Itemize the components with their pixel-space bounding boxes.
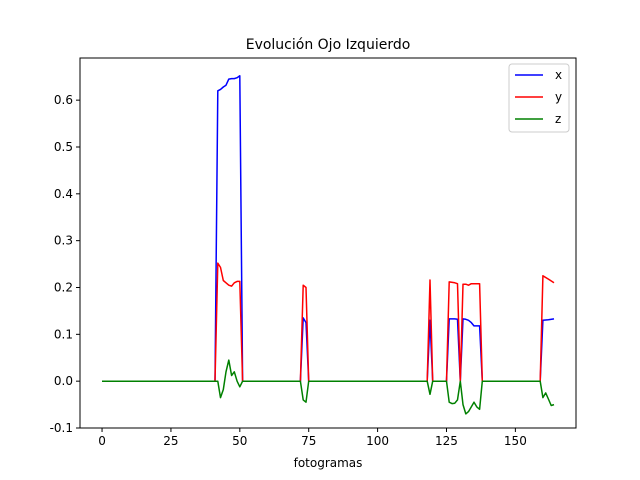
x-tick-label: 100 [366, 434, 389, 448]
x-tick-label: 150 [504, 434, 527, 448]
legend: xyz [508, 63, 570, 133]
y-axis: -0.1 0.0 0.1 0.2 0.3 0.4 0.5 0.6 [50, 93, 80, 435]
legend-box [508, 63, 570, 133]
y-tick-label: 0.1 [54, 327, 73, 341]
x-tick-label: 50 [232, 434, 247, 448]
y-tick-label: 0.5 [54, 140, 73, 154]
y-tick-label: 0.3 [54, 234, 73, 248]
x-tick-label: 25 [163, 434, 178, 448]
chart-title: Evolución Ojo Izquierdo [246, 37, 411, 53]
y-tick-label: 0.4 [54, 187, 73, 201]
x-axis: 0 25 50 75 100 125 150 [98, 428, 527, 448]
plot-area [79, 57, 577, 429]
series-line-z [102, 359, 555, 415]
y-tick-label: 0.2 [54, 280, 73, 294]
y-tick-label: 0.0 [54, 374, 73, 388]
series-layer [102, 75, 555, 415]
legend-label-x: x [555, 68, 562, 82]
x-tick-label: 125 [435, 434, 458, 448]
x-tick-label: 0 [98, 434, 106, 448]
x-axis-label: fotogramas [294, 456, 363, 470]
plot-frame [79, 57, 577, 429]
x-tick-label: 75 [301, 434, 316, 448]
legend-label-z: z [555, 112, 561, 126]
series-line-y [102, 262, 555, 382]
y-tick-label: 0.6 [54, 93, 73, 107]
series-line-x [102, 75, 555, 382]
y-tick-label: -0.1 [50, 421, 73, 435]
legend-label-y: y [555, 90, 562, 104]
